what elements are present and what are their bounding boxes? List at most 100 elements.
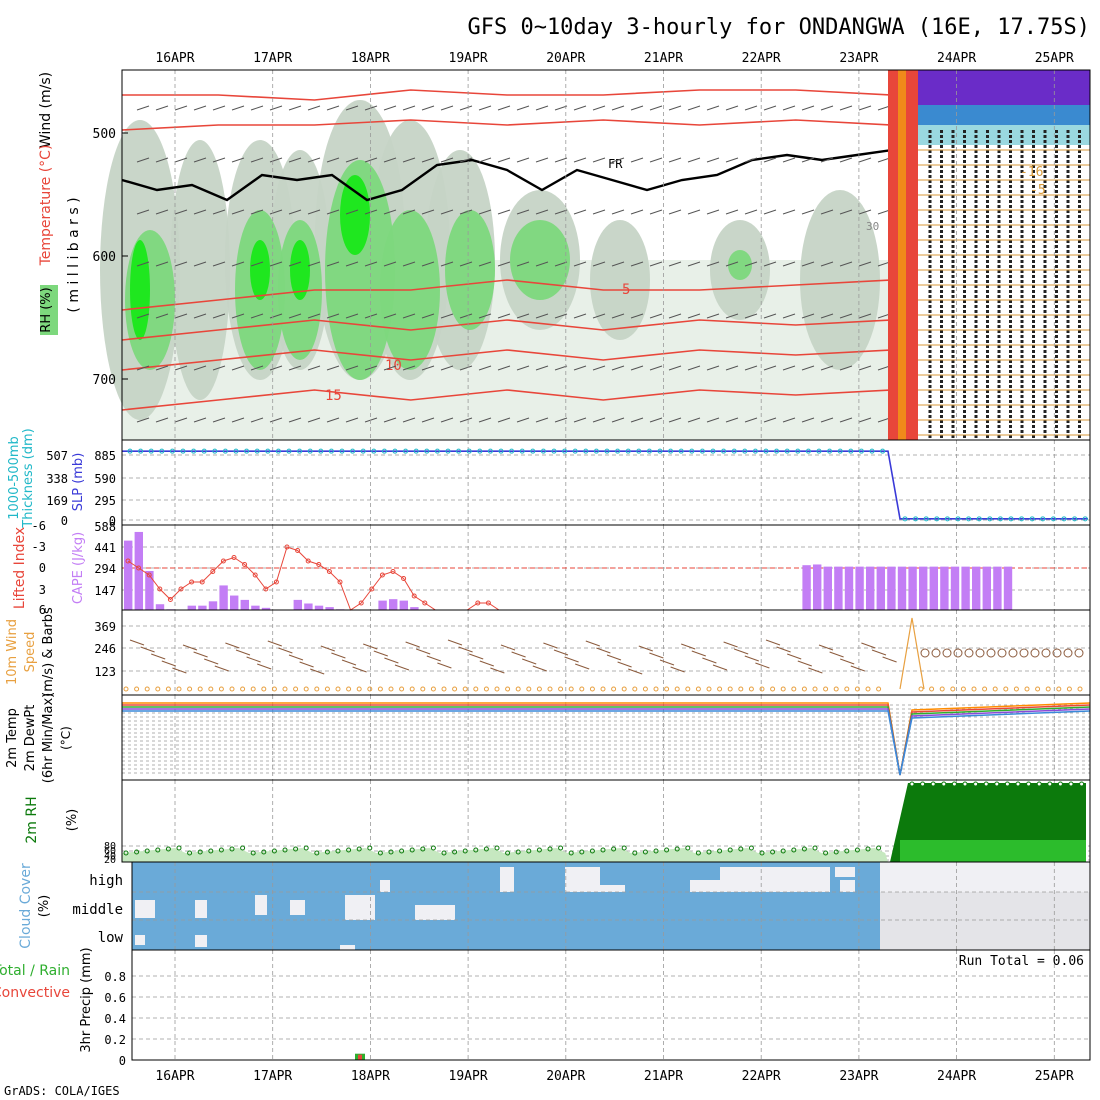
contour-label: 30 bbox=[866, 220, 879, 233]
cloud-gap bbox=[690, 880, 720, 892]
wind-barb-10m bbox=[331, 652, 346, 659]
calm-wind-circle bbox=[1030, 648, 1040, 658]
calm-wind-circle bbox=[997, 648, 1007, 658]
wind-speed-point bbox=[706, 686, 712, 692]
wind-barb bbox=[231, 261, 245, 267]
wind-barb bbox=[174, 157, 188, 163]
rh2m-point bbox=[1036, 781, 1042, 787]
run-total-label: Run Total = 0.06 bbox=[959, 954, 1084, 969]
wind-barb bbox=[155, 157, 169, 163]
thickness-point bbox=[244, 448, 250, 454]
wind-barb bbox=[193, 365, 207, 371]
rh2m-point bbox=[536, 847, 542, 853]
wind-barb bbox=[155, 209, 169, 215]
rh2m-point bbox=[632, 850, 638, 856]
wind-barb bbox=[231, 209, 245, 215]
wind-barb-10m bbox=[787, 653, 802, 660]
rh2m-point bbox=[589, 848, 595, 854]
rh2m-tick-label: 20 bbox=[104, 855, 116, 866]
wind-speed-point bbox=[271, 686, 277, 692]
rh2m-point bbox=[823, 850, 829, 856]
wind-barb bbox=[402, 157, 416, 163]
wind-speed-point bbox=[801, 686, 807, 692]
wind-barb bbox=[801, 157, 815, 163]
rh2m-point bbox=[282, 847, 288, 853]
wind-barb bbox=[687, 365, 701, 371]
thickness-tick-label: 507 bbox=[46, 449, 68, 463]
wind-speed-point bbox=[1003, 686, 1009, 692]
wind-barb bbox=[535, 105, 549, 111]
rh2m-point bbox=[367, 845, 373, 851]
thickness-axis-label: 1000-500mb bbox=[7, 436, 22, 520]
rh2m-point bbox=[420, 846, 426, 852]
wind-barb bbox=[421, 365, 435, 371]
wind-barb bbox=[630, 313, 644, 319]
wind-barb bbox=[288, 105, 302, 111]
temperature-contour bbox=[121, 319, 893, 341]
thickness-point bbox=[869, 448, 875, 454]
li-point bbox=[358, 600, 364, 606]
cape-bar bbox=[208, 601, 218, 610]
wind-barb bbox=[725, 417, 739, 423]
wind-speed-point bbox=[218, 686, 224, 692]
wind-barb bbox=[459, 209, 473, 215]
wind-barb bbox=[516, 209, 530, 215]
precip-frame bbox=[131, 949, 1091, 1061]
slp-tick-label: 295 bbox=[94, 494, 116, 508]
wind-barb-10m bbox=[691, 650, 706, 657]
cape-bar bbox=[399, 600, 408, 610]
bottom-date-tick: 20APR bbox=[546, 1069, 585, 1084]
wind-barb-10m bbox=[659, 659, 675, 666]
wind-barb bbox=[801, 209, 815, 215]
temperature-contour-label: 5 bbox=[622, 282, 630, 298]
wind-barb bbox=[687, 209, 701, 215]
cape-bar bbox=[293, 599, 302, 610]
wind-barb-10m bbox=[638, 645, 653, 652]
wind-barb-10m bbox=[765, 639, 781, 646]
temperature-wall bbox=[898, 70, 906, 440]
wind-barb bbox=[364, 105, 378, 111]
thickness-point bbox=[944, 516, 950, 522]
thickness-point bbox=[913, 516, 919, 522]
wind-barb bbox=[839, 105, 853, 111]
wind-barb bbox=[744, 313, 758, 319]
wind-speed-point bbox=[929, 686, 935, 692]
wind-barb-10m bbox=[797, 660, 812, 667]
wind-barb bbox=[706, 417, 720, 423]
rh2m-point bbox=[388, 849, 394, 855]
thickness-point bbox=[551, 448, 557, 454]
rh2m-point bbox=[409, 847, 415, 853]
bottom-date-axis: 16APR 17APR 18APR 19APR 20APR 21APR 22APR 23APR… bbox=[155, 1069, 1074, 1084]
rh2m-point bbox=[1015, 781, 1021, 787]
thickness-point bbox=[731, 448, 737, 454]
wind-barb bbox=[250, 365, 264, 371]
wind-barb-10m bbox=[288, 654, 304, 661]
wind-barb bbox=[820, 209, 834, 215]
wind-barb bbox=[668, 417, 682, 423]
cape-bar bbox=[982, 566, 991, 610]
thickness-point bbox=[923, 516, 929, 522]
wind-barb bbox=[858, 313, 872, 319]
li-axis-label: Lifted Index bbox=[12, 527, 28, 609]
thickness-point bbox=[180, 448, 186, 454]
thickness-point bbox=[572, 448, 578, 454]
wind-barb bbox=[231, 417, 245, 423]
wind-barb bbox=[307, 313, 321, 319]
rh2m-point bbox=[844, 848, 850, 854]
cape-bar bbox=[961, 566, 970, 610]
wind-barb bbox=[402, 261, 416, 267]
thickness-point bbox=[339, 448, 345, 454]
wind-barb bbox=[763, 209, 777, 215]
rh2m-point bbox=[642, 849, 648, 855]
cape-bar bbox=[940, 566, 949, 610]
cloud-level-label: middle bbox=[72, 902, 123, 918]
temp-series-line bbox=[122, 710, 1091, 776]
rh2m-point bbox=[452, 849, 458, 855]
thickness-point bbox=[721, 448, 727, 454]
wind-barb bbox=[839, 313, 853, 319]
precip-convective-legend: Convective bbox=[0, 985, 70, 1001]
thickness-point bbox=[1061, 516, 1067, 522]
wind-barb-10m bbox=[246, 656, 261, 663]
wind-barb bbox=[649, 209, 663, 215]
cloud-gap bbox=[720, 867, 830, 892]
